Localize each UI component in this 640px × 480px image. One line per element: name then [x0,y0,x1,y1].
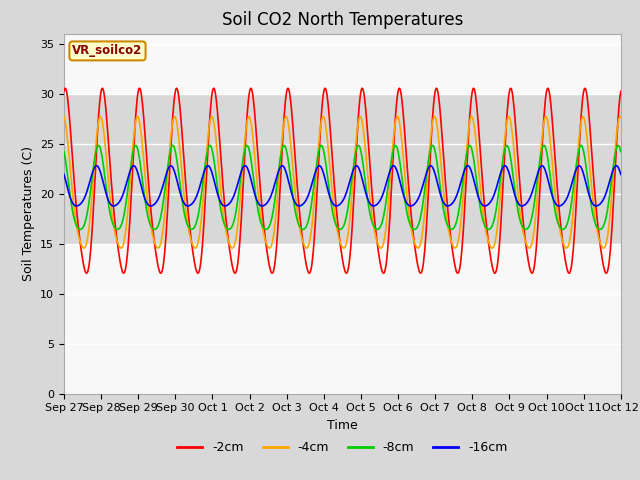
Bar [64,94,621,243]
X-axis label: Time: Time [327,419,358,432]
Y-axis label: Soil Temperatures (C): Soil Temperatures (C) [22,146,35,281]
Legend: -2cm, -4cm, -8cm, -16cm: -2cm, -4cm, -8cm, -16cm [172,436,513,459]
Title: Soil CO2 North Temperatures: Soil CO2 North Temperatures [221,11,463,29]
Text: VR_soilco2: VR_soilco2 [72,44,143,58]
